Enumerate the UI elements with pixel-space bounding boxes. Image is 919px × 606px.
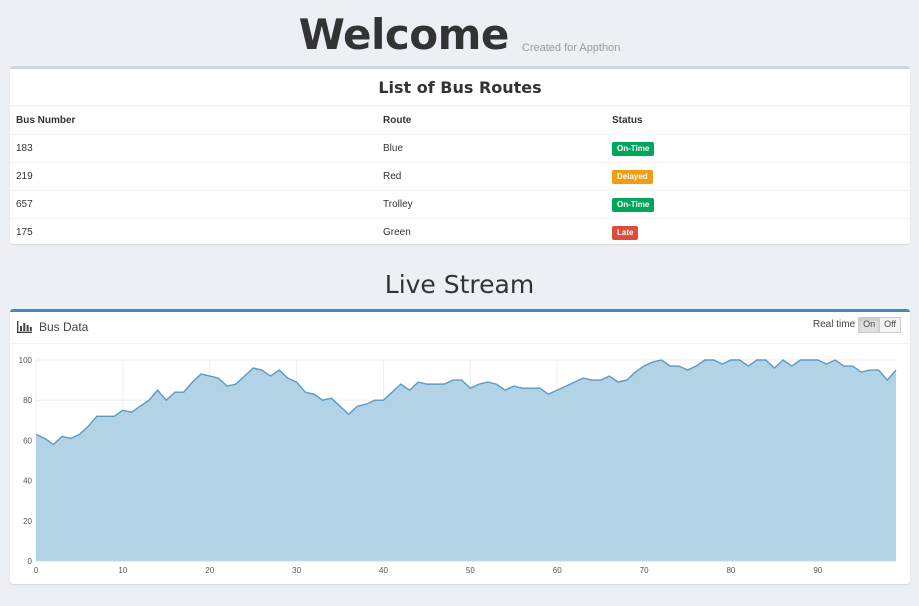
page-title: Welcome <box>298 10 510 59</box>
bus-number-cell: 657 <box>10 190 377 219</box>
bus-routes-title: List of Bus Routes <box>10 69 910 106</box>
status-cell: Late <box>606 218 910 247</box>
x-tick-label: 10 <box>118 566 127 575</box>
series-line <box>35 359 897 446</box>
status-cell: Delayed <box>606 162 910 191</box>
bus-routes-table: Bus Number Route Status 183 Blue On-Time… <box>10 106 910 247</box>
route-cell: Red <box>377 162 606 191</box>
status-badge: On-Time <box>612 197 655 212</box>
bus-number-cell: 183 <box>10 134 377 163</box>
bus-data-chart-area: 0 20 40 60 80 100 0 10 20 30 40 50 60 70 80 90 <box>10 344 910 589</box>
bus-number-cell: 175 <box>10 218 377 247</box>
bus-data-header: Bus Data Real time On Off <box>10 312 910 344</box>
status-badge: On-Time <box>612 141 655 156</box>
bar-chart-icon <box>17 321 32 333</box>
status-badge: Late <box>612 225 639 240</box>
x-tick-label: 50 <box>466 566 475 575</box>
bus-data-chart: 0 20 40 60 80 100 0 10 20 30 40 50 60 70 80 90 <box>19 356 897 575</box>
table-row: 219 Red Delayed <box>10 162 910 191</box>
series-area <box>36 360 896 561</box>
live-stream-title: Live Stream <box>384 270 535 299</box>
realtime-toggle: Real time On Off <box>813 317 901 333</box>
column-header-route: Route <box>377 106 606 135</box>
bus-data-title: Bus Data <box>39 320 89 334</box>
column-header-bus-number: Bus Number <box>10 106 377 135</box>
y-tick-label: 60 <box>23 436 32 445</box>
x-tick-label: 80 <box>726 566 735 575</box>
bus-data-box: Bus Data Real time On Off 0 20 40 60 80 100 0 1… <box>10 309 910 584</box>
x-tick-label: 90 <box>813 566 822 575</box>
realtime-label: Real time <box>812 319 856 331</box>
bus-data-title-wrap: Bus Data <box>17 320 88 334</box>
route-cell: Green <box>377 218 606 247</box>
y-tick-label: 100 <box>19 356 33 365</box>
status-cell: On-Time <box>606 190 910 219</box>
column-header-status: Status <box>606 106 910 135</box>
page-header: Welcome Created for Appthon <box>0 0 919 66</box>
realtime-on-button[interactable]: On <box>858 317 881 333</box>
y-tick-label: 80 <box>23 396 32 405</box>
table-row: 183 Blue On-Time <box>10 134 910 163</box>
y-tick-label: 0 <box>28 557 33 566</box>
x-tick-label: 40 <box>379 566 388 575</box>
realtime-off-button[interactable]: Off <box>880 317 901 333</box>
route-cell: Trolley <box>377 190 606 219</box>
page-subtitle: Created for Appthon <box>521 42 621 54</box>
x-tick-label: 20 <box>205 566 214 575</box>
x-tick-label: 60 <box>553 566 562 575</box>
table-row: 175 Green Late <box>10 218 910 247</box>
y-tick-label: 20 <box>23 517 32 526</box>
x-tick-label: 70 <box>640 566 649 575</box>
bus-number-cell: 219 <box>10 162 377 191</box>
route-cell: Blue <box>377 134 606 163</box>
realtime-button-group: On Off <box>858 317 901 333</box>
status-cell: On-Time <box>606 134 910 163</box>
bus-routes-box: List of Bus Routes Bus Number Route Stat… <box>10 66 910 247</box>
y-tick-label: 40 <box>23 477 32 486</box>
table-header-row: Bus Number Route Status <box>10 106 910 135</box>
status-badge: Delayed <box>612 169 653 184</box>
table-row: 657 Trolley On-Time <box>10 190 910 219</box>
x-tick-label: 0 <box>34 566 39 575</box>
x-tick-label: 30 <box>292 566 301 575</box>
